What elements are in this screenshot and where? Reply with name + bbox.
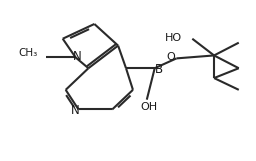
Text: O: O — [166, 52, 175, 62]
Text: N: N — [71, 104, 80, 117]
Text: CH₃: CH₃ — [19, 48, 38, 58]
Text: N: N — [73, 50, 82, 63]
Text: B: B — [155, 63, 163, 76]
Text: HO: HO — [165, 33, 183, 43]
Text: OH: OH — [140, 102, 157, 112]
